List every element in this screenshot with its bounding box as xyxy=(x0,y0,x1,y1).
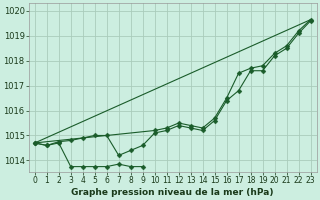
X-axis label: Graphe pression niveau de la mer (hPa): Graphe pression niveau de la mer (hPa) xyxy=(71,188,274,197)
